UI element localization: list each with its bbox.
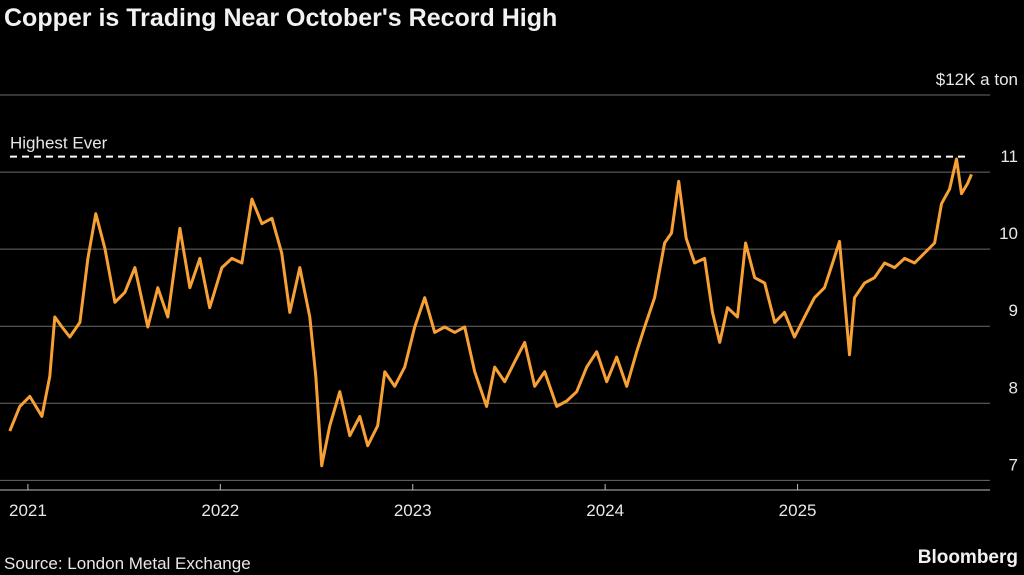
y-tick-label: 9 [1009,301,1018,320]
x-tick-label: 2023 [394,501,432,520]
x-tick-label: 2021 [9,501,47,520]
x-tick-label: 2022 [201,501,239,520]
brand: Bloomberg [918,547,1018,568]
y-tick-label: 10 [999,224,1018,243]
x-tick-label: 2024 [586,501,624,520]
y-tick-label: 11 [1000,147,1018,166]
source: Source: London Metal Exchange [4,554,251,573]
x-tick-label: 2025 [779,501,817,520]
y-tick-label: $12K a ton [936,70,1018,89]
price-line [8,157,973,468]
y-tick-label: 7 [1009,455,1018,474]
chart-title: Copper is Trading Near October's Record … [4,4,557,32]
annotation: Highest Ever [10,134,108,153]
y-tick-label: 8 [1009,378,1018,397]
